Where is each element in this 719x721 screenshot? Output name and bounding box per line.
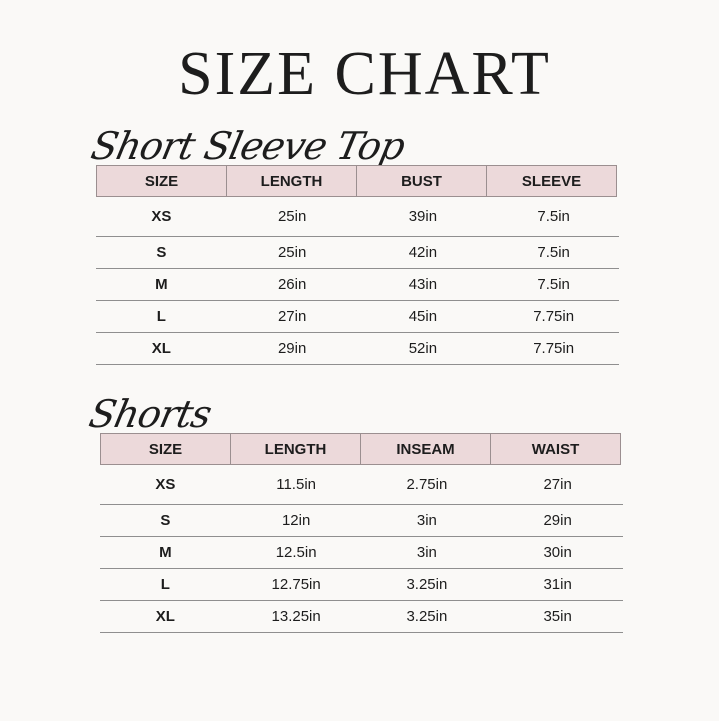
table-cell: 11.5in — [276, 476, 316, 493]
table-cell: XS — [155, 476, 176, 493]
shorts-size-table: SIZE LENGTH INSEAM WAIST XS 11.5in 2.75in 27in S… — [100, 433, 623, 633]
table-cell: 26in — [277, 276, 307, 293]
table-cell: XL — [151, 340, 171, 357]
table-cell: 52in — [408, 340, 438, 357]
table-body: XS 25in 39in 7.5in S 25in 42in 7.5in M 26in 43in 7.… — [96, 197, 619, 365]
table-cell: 12.75in — [271, 576, 321, 593]
column-header: WAIST — [490, 434, 620, 464]
table-cell: 2.75in — [406, 476, 448, 493]
table-row: L 27in 45in 7.75in — [96, 301, 619, 333]
table-cell: 3in — [416, 544, 437, 561]
table-cell: 27in — [277, 308, 307, 325]
column-header: SIZE — [144, 172, 179, 190]
table-cell: 7.5in — [537, 208, 570, 225]
table-row: S 25in 42in 7.5in — [96, 237, 619, 269]
table-cell: 25in — [277, 244, 307, 261]
table-row: XS 11.5in 2.75in 27in — [100, 465, 623, 505]
table-cell: 7.5in — [537, 276, 570, 293]
column-header: INSEAM — [360, 434, 490, 464]
table-body: XS 11.5in 2.75in 27in S 12in 3in 29in M 12.5in 3in… — [100, 465, 623, 633]
column-header: LENGTH — [226, 166, 356, 196]
table-cell: 31in — [543, 576, 572, 593]
table-cell: 25in — [277, 208, 307, 225]
table-cell: 7.75in — [533, 308, 575, 325]
table-cell: 7.75in — [533, 340, 575, 357]
column-header: SIZE — [148, 440, 183, 458]
table-cell: 42in — [408, 244, 438, 261]
top-size-table: SIZE LENGTH BUST SLEEVE XS 25in 39in 7.5in S 25in… — [96, 165, 619, 365]
table-cell: 29in — [543, 512, 572, 529]
section-heading-shorts: Shorts — [85, 392, 216, 436]
table-row: S 12in 3in 29in — [100, 505, 623, 537]
table-header: SIZE LENGTH INSEAM WAIST — [100, 433, 621, 465]
page-title: SIZE CHART — [178, 40, 551, 108]
table-cell: 3.25in — [406, 608, 448, 625]
table-cell: S — [156, 244, 167, 261]
table-cell: 12.5in — [275, 544, 317, 561]
table-row: M 12.5in 3in 30in — [100, 537, 623, 569]
column-header: BUST — [356, 166, 486, 196]
table-cell: 45in — [408, 308, 438, 325]
section-heading-top: Short Sleeve Top — [87, 124, 409, 168]
table-header: SIZE LENGTH BUST SLEEVE — [96, 165, 617, 197]
table-cell: M — [159, 544, 172, 561]
table-row: XL 29in 52in 7.75in — [96, 333, 619, 365]
table-cell: XL — [155, 608, 175, 625]
table-cell: L — [160, 576, 170, 593]
table-row: L 12.75in 3.25in 31in — [100, 569, 623, 601]
table-cell: 27in — [543, 476, 572, 493]
table-cell: 3.25in — [406, 576, 448, 593]
table-cell: S — [160, 512, 171, 529]
table-cell: 29in — [277, 340, 307, 357]
table-cell: 30in — [543, 544, 572, 561]
table-cell: 35in — [543, 608, 572, 625]
column-header: LENGTH — [230, 434, 360, 464]
table-cell: 12in — [281, 512, 311, 529]
table-cell: 39in — [408, 208, 438, 225]
table-cell: L — [156, 308, 166, 325]
table-cell: XS — [151, 208, 172, 225]
table-row: M 26in 43in 7.5in — [96, 269, 619, 301]
table-cell: 13.25in — [271, 608, 321, 625]
table-row: XS 25in 39in 7.5in — [96, 197, 619, 237]
table-cell: M — [155, 276, 168, 293]
table-cell: 43in — [408, 276, 438, 293]
column-header: SLEEVE — [486, 166, 616, 196]
table-cell: 7.5in — [537, 244, 570, 261]
table-row: XL 13.25in 3.25in 35in — [100, 601, 623, 633]
table-cell: 3in — [416, 512, 437, 529]
